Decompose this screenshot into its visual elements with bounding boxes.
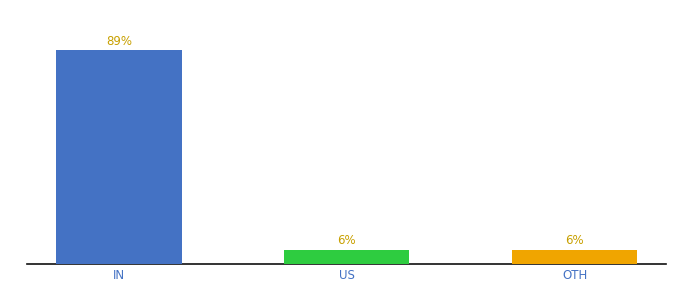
- Bar: [512, 250, 637, 264]
- Bar: [56, 50, 182, 264]
- Text: 89%: 89%: [106, 35, 132, 48]
- Bar: [284, 250, 409, 264]
- Text: 6%: 6%: [337, 234, 356, 247]
- Text: 6%: 6%: [565, 234, 584, 247]
